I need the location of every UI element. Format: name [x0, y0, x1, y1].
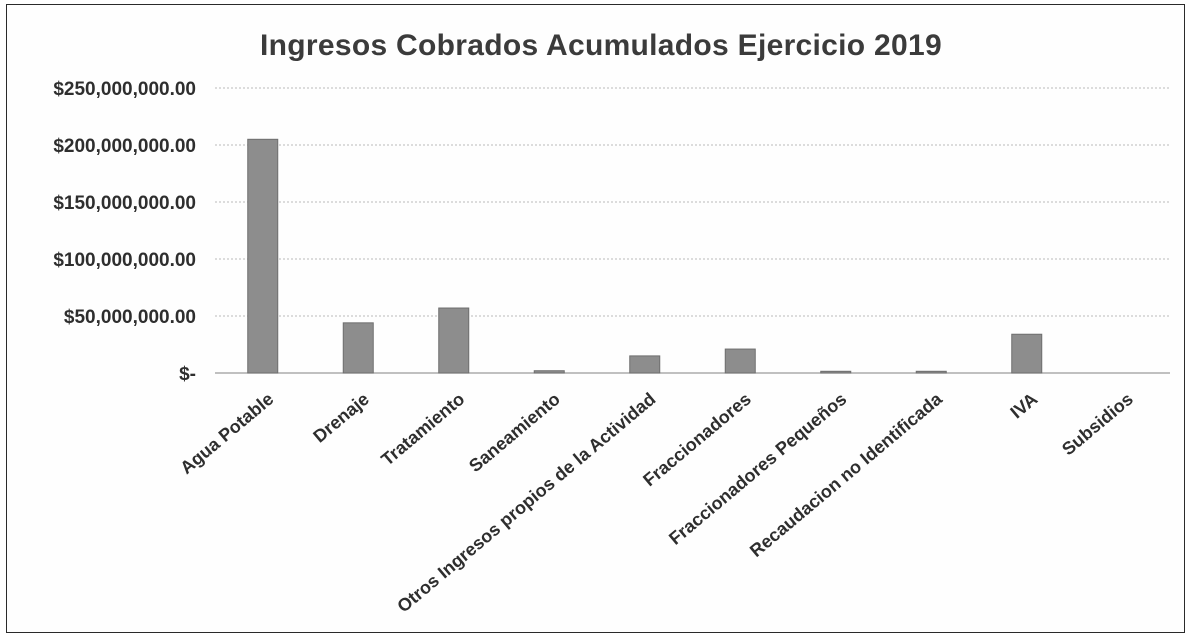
bar: [915, 370, 947, 374]
category-label: Subsidios: [1058, 389, 1137, 460]
bar: [1011, 333, 1043, 374]
y-axis-tick-labels: $- $50,000,000.00 $100,000,000.00 $150,000,…: [53, 79, 196, 385]
category-label: Fraccionadores Pequeños: [665, 389, 850, 549]
bar: [724, 348, 756, 374]
gridlines: [215, 87, 1170, 374]
category-label: Agua Potable: [176, 389, 277, 478]
bar: [533, 370, 565, 374]
y-tick-label: $50,000,000.00: [64, 307, 196, 328]
y-tick-label: $200,000,000.00: [53, 136, 196, 157]
bar: [438, 307, 470, 374]
category-label: Saneamiento: [465, 389, 564, 476]
bar: [247, 138, 279, 374]
y-tick-label: $-: [179, 364, 196, 385]
bar: [342, 322, 374, 374]
category-label: IVA: [1007, 389, 1042, 423]
bar: [629, 355, 661, 374]
x-axis-category-labels: Agua Potable Drenaje TratamientoSaneamient…: [176, 388, 1136, 616]
category-label: Recaudacion no Identificada: [746, 388, 947, 561]
y-tick-label: $250,000,000.00: [53, 79, 196, 100]
y-tick-label: $150,000,000.00: [53, 193, 196, 214]
chart-title: Ingresos Cobrados Acumulados Ejercicio 2…: [260, 29, 942, 62]
y-tick-label: $100,000,000.00: [53, 250, 196, 271]
bar: [820, 370, 852, 374]
category-label: Tratamiento: [377, 389, 468, 470]
bars: [247, 138, 1043, 374]
chart-frame: [6, 4, 1185, 633]
category-label: Drenaje: [309, 389, 372, 447]
